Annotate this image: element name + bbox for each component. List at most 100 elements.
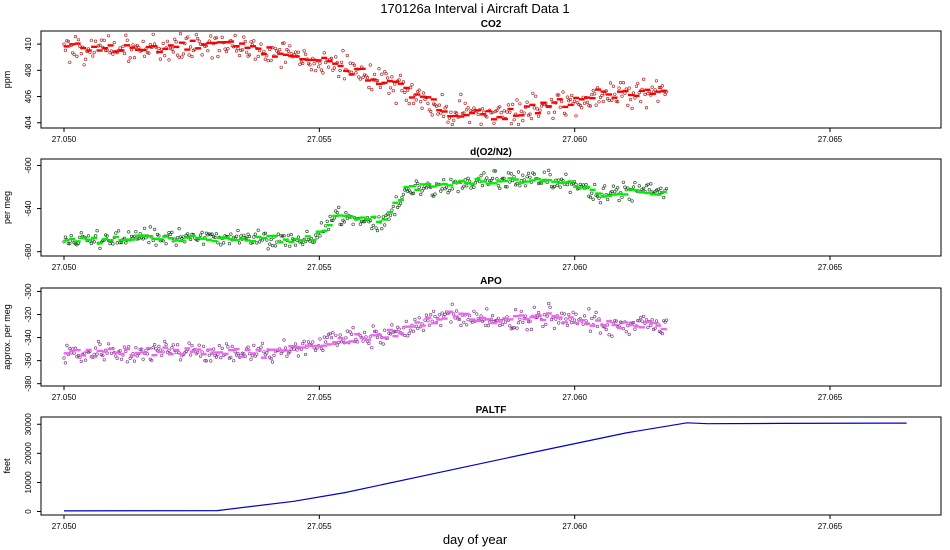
plot-frame bbox=[40, 158, 942, 257]
data-point bbox=[433, 314, 437, 319]
data-point bbox=[118, 349, 122, 353]
data-point bbox=[161, 41, 165, 46]
data-point bbox=[518, 102, 522, 106]
data-point bbox=[558, 105, 562, 109]
data-point bbox=[552, 110, 557, 114]
data-point bbox=[312, 62, 316, 66]
data-point bbox=[209, 233, 213, 237]
data-point bbox=[552, 184, 557, 189]
data-point bbox=[660, 84, 664, 88]
data-point bbox=[273, 244, 278, 248]
data-point bbox=[263, 231, 267, 235]
data-point bbox=[580, 106, 584, 110]
data-point bbox=[66, 242, 70, 246]
data-point bbox=[634, 84, 639, 88]
data-point bbox=[327, 65, 331, 69]
data-point bbox=[216, 54, 220, 59]
data-point bbox=[605, 323, 610, 327]
data-point bbox=[235, 49, 239, 53]
data-point bbox=[286, 49, 291, 53]
data-point bbox=[621, 180, 626, 184]
data-point bbox=[572, 99, 577, 103]
data-point bbox=[486, 324, 490, 328]
data-point bbox=[604, 327, 608, 332]
data-point bbox=[253, 57, 257, 61]
data-point bbox=[199, 354, 203, 358]
data-point bbox=[411, 329, 416, 333]
data-point bbox=[226, 47, 230, 51]
data-point bbox=[439, 111, 443, 115]
data-point bbox=[588, 329, 593, 333]
data-point bbox=[352, 63, 357, 67]
data-point bbox=[398, 201, 403, 205]
data-point bbox=[187, 341, 191, 345]
data-point bbox=[427, 185, 431, 189]
data-point bbox=[131, 43, 135, 47]
data-point bbox=[476, 112, 480, 117]
data-point bbox=[522, 111, 526, 115]
data-point bbox=[496, 316, 500, 320]
data-point bbox=[212, 347, 216, 351]
data-point bbox=[627, 332, 631, 337]
data-point bbox=[508, 324, 512, 328]
data-point bbox=[548, 305, 552, 309]
data-point bbox=[121, 44, 125, 49]
data-point bbox=[124, 33, 128, 37]
y-tick-label: 404 bbox=[24, 116, 33, 130]
data-point bbox=[426, 319, 430, 323]
data-point bbox=[154, 243, 158, 247]
data-point bbox=[329, 218, 334, 222]
data-point bbox=[125, 360, 129, 364]
data-point bbox=[641, 186, 646, 190]
data-point bbox=[226, 345, 230, 349]
data-point bbox=[140, 347, 144, 351]
data-point bbox=[538, 181, 542, 185]
data-point bbox=[564, 317, 568, 321]
data-point bbox=[570, 321, 574, 325]
data-point bbox=[650, 85, 654, 89]
y-axis-label: feet bbox=[2, 458, 12, 474]
data-point bbox=[153, 343, 157, 347]
data-point bbox=[302, 49, 306, 53]
data-point bbox=[242, 35, 246, 39]
data-point bbox=[132, 56, 137, 60]
data-point bbox=[593, 182, 597, 187]
data-point bbox=[288, 44, 292, 48]
data-point bbox=[581, 322, 585, 326]
data-point bbox=[505, 185, 509, 189]
data-point bbox=[557, 93, 561, 97]
data-point bbox=[119, 357, 124, 361]
data-point bbox=[318, 337, 322, 341]
data-point bbox=[450, 187, 454, 191]
data-point bbox=[521, 173, 525, 177]
data-point bbox=[255, 241, 259, 245]
data-point bbox=[178, 32, 183, 36]
data-point bbox=[565, 323, 570, 328]
data-point bbox=[236, 352, 240, 356]
data-point bbox=[186, 35, 190, 39]
data-point bbox=[148, 42, 152, 47]
data-point bbox=[247, 53, 252, 57]
data-point bbox=[433, 192, 437, 196]
data-point bbox=[558, 185, 562, 189]
data-point bbox=[124, 349, 128, 354]
data-point bbox=[603, 184, 607, 188]
data-point bbox=[269, 58, 273, 63]
data-point bbox=[623, 185, 627, 189]
data-point bbox=[390, 75, 394, 79]
data-point bbox=[217, 344, 221, 348]
data-point bbox=[116, 229, 121, 233]
data-point bbox=[480, 107, 485, 111]
data-point bbox=[406, 88, 410, 92]
data-point bbox=[174, 243, 178, 247]
data-point bbox=[509, 172, 513, 176]
data-point bbox=[485, 115, 489, 119]
data-point bbox=[391, 89, 395, 93]
data-point bbox=[239, 234, 243, 238]
data-point bbox=[416, 181, 420, 186]
data-point bbox=[279, 351, 283, 356]
x-tick-label: 27.060 bbox=[562, 393, 587, 402]
data-point bbox=[567, 312, 571, 317]
data-point bbox=[329, 56, 334, 61]
data-point bbox=[463, 101, 467, 105]
